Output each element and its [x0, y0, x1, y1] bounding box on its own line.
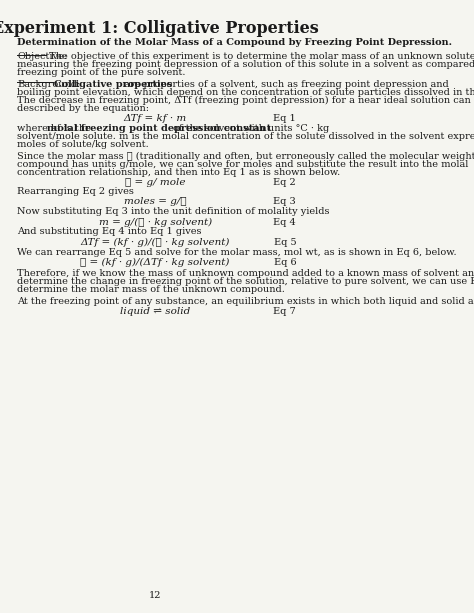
Text: m = g/(ℳ · kg solvent): m = g/(ℳ · kg solvent) [99, 218, 211, 227]
Text: freezing point of the pure solvent.: freezing point of the pure solvent. [17, 68, 185, 77]
Text: molal freezing point depression constant: molal freezing point depression constant [47, 124, 271, 134]
Text: boiling point elevation, which depend on the concentration of solute particles d: boiling point elevation, which depend on… [17, 88, 474, 97]
Text: Determination of the Molar Mass of a Compound by Freezing Point Depression.: Determination of the Molar Mass of a Com… [17, 38, 452, 47]
Text: described by the equation:: described by the equation: [17, 104, 149, 113]
Text: Eq 4: Eq 4 [273, 218, 296, 227]
Text: Eq 5: Eq 5 [273, 238, 296, 247]
Text: Eq 2: Eq 2 [273, 178, 296, 187]
Text: Eq 1: Eq 1 [273, 114, 296, 123]
Text: And substituting Eq 4 into Eq 1 gives: And substituting Eq 4 into Eq 1 gives [17, 227, 201, 237]
Text: Colligative properties: Colligative properties [55, 80, 173, 89]
Text: ΔTf = kf · m: ΔTf = kf · m [123, 114, 187, 123]
Text: determine the molar mass of the unknown compound.: determine the molar mass of the unknown … [17, 285, 285, 294]
Text: Therefore, if we know the mass of unknown compound added to a known mass of solv: Therefore, if we know the mass of unknow… [17, 269, 474, 278]
Text: solvent/mole solute. m is the molal concentration of the solute dissolved in the: solvent/mole solute. m is the molal conc… [17, 132, 474, 142]
Text: Eq 6: Eq 6 [273, 258, 296, 267]
Text: At the freezing point of any substance, an equilibrium exists in which both liqu: At the freezing point of any substance, … [17, 297, 474, 306]
Text: Rearranging Eq 2 gives: Rearranging Eq 2 gives [17, 187, 134, 196]
Text: compound has units g/mole, we can solve for moles and substitute the result into: compound has units g/mole, we can solve … [17, 160, 468, 169]
Text: concentration relationship, and then into Eq 1 as is shown below.: concentration relationship, and then int… [17, 168, 340, 177]
Text: The decrease in freezing point, ΔTf (freezing point depression) for a near ideal: The decrease in freezing point, ΔTf (fre… [17, 96, 474, 105]
Text: Since the molar mass ℳ (traditionally and often, but erroneously called the mole: Since the molar mass ℳ (traditionally an… [17, 152, 474, 161]
Text: Experiment 1: Colligative Properties: Experiment 1: Colligative Properties [0, 20, 319, 37]
Text: measuring the freezing point depression of a solution of this solute in a solven: measuring the freezing point depression … [17, 60, 474, 69]
Text: Now substituting Eq 3 into the unit definition of molality yields: Now substituting Eq 3 into the unit defi… [17, 207, 329, 216]
Text: moles = g/ℳ: moles = g/ℳ [124, 197, 186, 207]
Text: ℳ = (kf · g)/(ΔTf · kg solvent): ℳ = (kf · g)/(ΔTf · kg solvent) [81, 258, 230, 267]
Text: of the solvent with units °C · kg: of the solvent with units °C · kg [170, 124, 329, 134]
Text: 12: 12 [149, 590, 161, 600]
Text: liquid ⇌ solid: liquid ⇌ solid [120, 307, 190, 316]
Text: Background:: Background: [17, 80, 80, 89]
Text: We can rearrange Eq 5 and solve for the molar mass, mol wt, as is shown in Eq 6,: We can rearrange Eq 5 and solve for the … [17, 248, 456, 257]
Text: Eq 7: Eq 7 [273, 307, 296, 316]
Text: determine the change in freezing point of the solution, relative to pure solvent: determine the change in freezing point o… [17, 277, 474, 286]
Text: ℳ = g/ mole: ℳ = g/ mole [125, 178, 185, 187]
Text: ΔTf = (kf · g)/(ℳ · kg solvent): ΔTf = (kf · g)/(ℳ · kg solvent) [81, 238, 230, 247]
Text: Objective:: Objective: [17, 52, 67, 61]
Text: are properties of a solvent, such as freezing point depression and: are properties of a solvent, such as fre… [121, 80, 449, 89]
Text: Eq 3: Eq 3 [273, 197, 296, 207]
Text: where kf is the: where kf is the [17, 124, 94, 134]
Text: moles of solute/kg solvent.: moles of solute/kg solvent. [17, 140, 149, 150]
Text: The objective of this experiment is to determine the molar mass of an unknown so: The objective of this experiment is to d… [46, 52, 474, 61]
